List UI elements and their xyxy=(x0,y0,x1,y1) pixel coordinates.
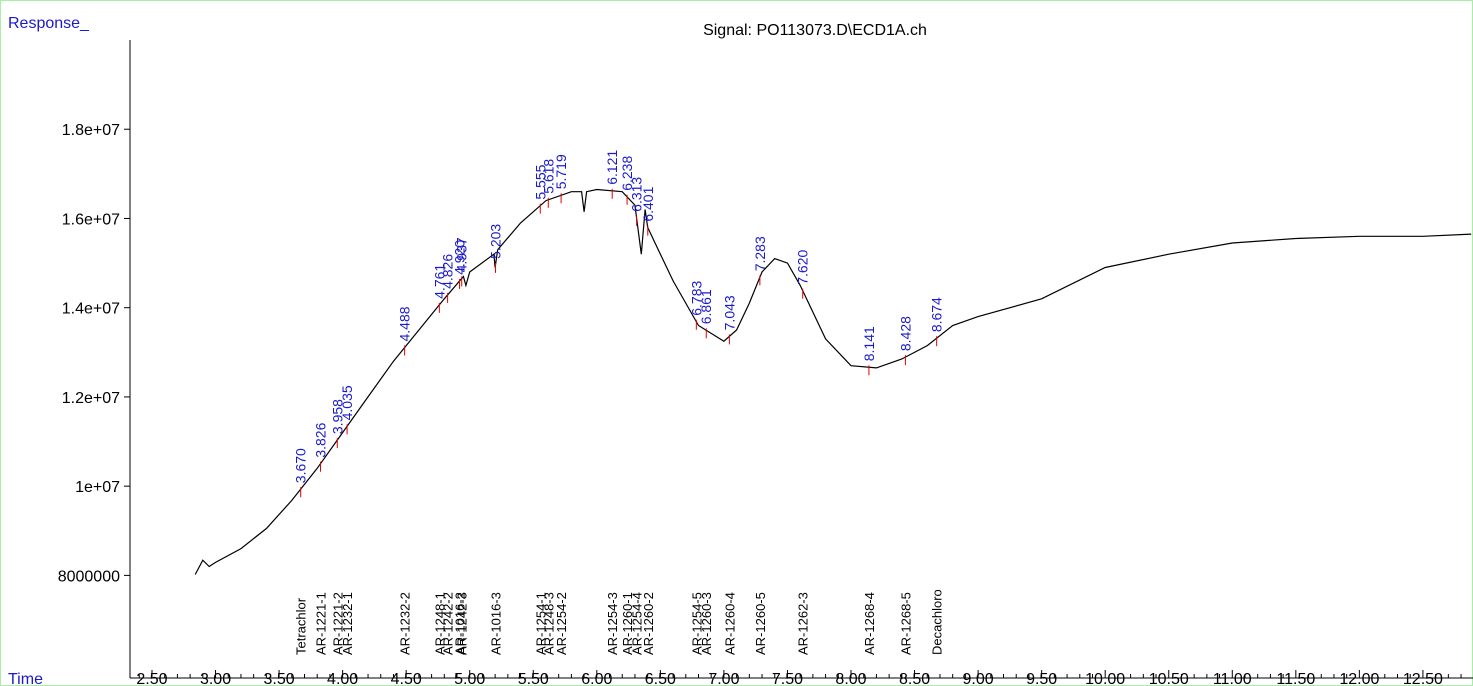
x-tick-label: 11.50 xyxy=(1276,671,1315,686)
peak-label: 5.618 xyxy=(540,159,556,194)
y-tick-label: 1.4e+07 xyxy=(62,301,120,318)
x-tick-label: 3.00 xyxy=(200,671,231,686)
compound-label: AR-1260-1 xyxy=(620,592,635,655)
compound-label: AR-1254-3 xyxy=(605,592,620,655)
compound-label: AR-1260-4 xyxy=(722,592,737,655)
peak-label: 3.958 xyxy=(329,399,345,434)
x-tick-label: 7.00 xyxy=(708,671,739,686)
compound-label: AR-1254-1 xyxy=(533,592,548,655)
x-tick-label: 4.00 xyxy=(327,671,358,686)
compound-label: AR-1254-5 xyxy=(689,592,704,655)
compound-label: AR-1232-2 xyxy=(398,592,413,655)
compound-label: AR-1016-3 xyxy=(489,592,504,655)
peak-label: 4.920 xyxy=(452,240,468,275)
compound-label: AR-1268-5 xyxy=(898,592,913,655)
x-tick-label: 9.50 xyxy=(1026,671,1057,686)
peak-label: 5.555 xyxy=(532,164,548,199)
peak-label: 6.401 xyxy=(640,186,656,221)
x-tick-label: 6.50 xyxy=(645,671,676,686)
compound-label: AR-1016-2 xyxy=(453,592,468,655)
y-tick-label: 1.6e+07 xyxy=(62,211,120,228)
compound-label: AR-1232-1 xyxy=(340,592,355,655)
peak-label: 6.861 xyxy=(698,289,714,324)
x-tick-label: 6.00 xyxy=(581,671,612,686)
peak-label: 4.761 xyxy=(431,264,447,299)
compound-label: Tetrachlor xyxy=(294,597,309,655)
compound-label: AR-1260-5 xyxy=(753,592,768,655)
peak-label: 6.121 xyxy=(604,150,620,185)
x-tick-label: 12.00 xyxy=(1339,671,1379,686)
compound-label: AR-1262-3 xyxy=(796,592,811,655)
compound-label: AR-1248-1 xyxy=(432,592,447,655)
y-tick-label: 8000000 xyxy=(58,568,120,585)
peak-label: 3.670 xyxy=(293,448,309,483)
peak-label: 4.937 xyxy=(454,237,470,272)
x-tick-label: 11.00 xyxy=(1213,671,1252,686)
compound-label: AR-1248-3 xyxy=(541,592,556,655)
compound-label: AR-1260-2 xyxy=(641,592,656,655)
compound-label: AR-1254-2 xyxy=(554,592,569,655)
x-tick-label: 8.50 xyxy=(899,671,930,686)
peak-label: 5.203 xyxy=(488,224,504,259)
peak-label: 7.620 xyxy=(795,249,811,284)
y-tick-label: 1e+07 xyxy=(75,479,120,496)
peak-label: 8.141 xyxy=(861,326,877,361)
y-tick-label: 1.8e+07 xyxy=(62,122,120,139)
peak-label: 8.674 xyxy=(929,297,945,332)
peak-label: 6.783 xyxy=(688,280,704,315)
x-tick-label: 10.50 xyxy=(1149,671,1189,686)
peak-label: 4.035 xyxy=(339,385,355,420)
y-axis-label: Response_ xyxy=(8,15,90,32)
peak-label: 4.488 xyxy=(397,306,413,341)
peak-label: 7.043 xyxy=(721,295,737,330)
x-tick-label: 8.00 xyxy=(835,671,866,686)
x-tick-label: 3.50 xyxy=(264,671,295,686)
compound-label: AR-1268-4 xyxy=(862,592,877,655)
compound-label: Decachloro xyxy=(930,589,945,655)
compound-label: AR-1242-3 xyxy=(455,592,470,655)
peak-label: 3.826 xyxy=(313,422,329,457)
x-tick-label: 9.00 xyxy=(963,671,994,686)
compound-label: AR-1260-3 xyxy=(699,592,714,655)
y-tick-label: 1.2e+07 xyxy=(62,390,120,407)
compound-label: AR-1242-2 xyxy=(441,592,456,655)
x-tick-label: 2.50 xyxy=(136,671,167,686)
peak-label: 6.313 xyxy=(629,177,645,212)
x-axis-label: Time xyxy=(8,671,43,686)
x-tick-label: 5.50 xyxy=(518,671,549,686)
x-tick-label: 10.00 xyxy=(1085,671,1125,686)
peak-label: 6.238 xyxy=(619,156,635,191)
trace xyxy=(194,188,1472,575)
compound-label: AR-1221-1 xyxy=(314,592,329,655)
x-tick-label: 12.50 xyxy=(1403,671,1443,686)
peak-label: 4.826 xyxy=(440,254,456,289)
peak-label: 7.283 xyxy=(752,236,768,271)
peak-label: 5.719 xyxy=(553,154,569,189)
x-tick-label: 7.50 xyxy=(772,671,803,686)
compound-label: AR-1254-4 xyxy=(630,592,645,655)
x-tick-label: 5.00 xyxy=(454,671,485,686)
x-tick-label: 4.50 xyxy=(391,671,422,686)
chart-title: Signal: PO113073.D\ECD1A.ch xyxy=(703,22,927,39)
peak-label: 8.428 xyxy=(897,316,913,351)
compound-label: AR-1221-2 xyxy=(330,592,345,655)
